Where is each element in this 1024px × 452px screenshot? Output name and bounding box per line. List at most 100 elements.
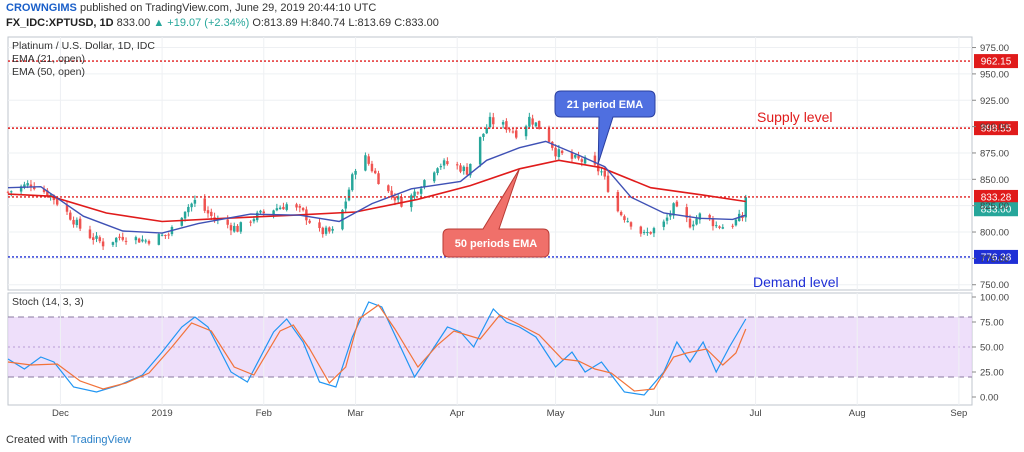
candle-body	[124, 240, 128, 242]
price-tick-label: 975.00	[980, 43, 1009, 54]
candle-body	[272, 210, 275, 215]
candle-body	[69, 212, 72, 220]
candle-body	[226, 219, 229, 225]
candle-body	[29, 184, 33, 187]
price-tick-label: 800.00	[980, 228, 1009, 239]
candle-body	[203, 198, 206, 211]
stoch-lines	[7, 301, 747, 396]
level-price-tag	[974, 121, 1018, 136]
candle-body	[364, 155, 367, 171]
candle-body	[134, 237, 138, 241]
tradingview-logo-text[interactable]: TradingView	[70, 434, 132, 446]
candle-body	[328, 227, 331, 232]
candle-body	[121, 236, 124, 240]
candle-body	[570, 152, 574, 159]
candle-body	[626, 221, 629, 223]
ema-50-line	[7, 159, 746, 223]
candle-body	[101, 241, 105, 247]
candle-body	[423, 180, 426, 188]
candle-body	[583, 157, 587, 164]
price-tick-label: 900.00	[980, 122, 1009, 133]
candle-body	[593, 155, 597, 165]
candle-body	[167, 234, 170, 236]
candle-body	[347, 189, 351, 201]
candle-body	[465, 166, 469, 175]
candle-body	[462, 166, 465, 172]
stoch-tick-label: 50.00	[980, 343, 1004, 354]
candle-body	[137, 238, 141, 243]
candle-body	[603, 170, 606, 177]
candle-body	[252, 219, 256, 222]
candle-body	[318, 222, 321, 229]
candle-body	[557, 149, 561, 157]
candle-body	[662, 221, 666, 227]
candle-body	[439, 166, 443, 168]
candle-body	[282, 206, 285, 210]
candle-body	[331, 228, 334, 231]
candle-body	[144, 240, 147, 242]
candle-body	[210, 211, 213, 216]
price-tick-label: 950.00	[980, 69, 1009, 80]
callout-21-ema-text: 21 period EMA	[567, 99, 643, 111]
legend-ema-21: EMA (21, open)	[12, 53, 85, 65]
candle-body	[351, 174, 354, 191]
candle-body	[308, 220, 311, 223]
candle-body	[180, 217, 184, 226]
candle-body	[442, 160, 446, 166]
ohlc-values: O:813.89 H:840.74 L:813.69 C:833.00	[252, 17, 439, 29]
candle-body	[433, 172, 436, 182]
candle-body	[515, 130, 518, 138]
candle-body	[551, 141, 554, 148]
candle-body	[416, 192, 420, 194]
candle-body	[26, 183, 29, 186]
candle-body	[744, 197, 747, 218]
candle-body	[505, 121, 508, 130]
candle-body	[488, 116, 492, 128]
author-name[interactable]: CROWNGIMS	[6, 2, 77, 14]
candle-body	[111, 242, 115, 245]
candle-body	[560, 150, 564, 154]
candle-body	[665, 217, 669, 221]
candle-body	[482, 133, 485, 137]
candle-body	[652, 228, 656, 234]
candle-body	[734, 219, 738, 226]
last-price-tag	[974, 202, 1018, 217]
candle-body	[649, 232, 652, 234]
candle-body	[698, 213, 702, 220]
candle-body	[95, 235, 98, 239]
time-tick-label: Apr	[450, 408, 465, 419]
candle-body	[616, 192, 620, 212]
candle-body	[436, 168, 439, 174]
candle-body	[324, 227, 328, 234]
candle-body	[301, 207, 305, 211]
candle-body	[367, 156, 370, 164]
time-tick-label: Feb	[256, 408, 272, 419]
candle-body	[419, 188, 423, 194]
candle-body	[455, 164, 459, 166]
last-price: 833.00	[116, 17, 151, 29]
demand-level-label: Demand level	[753, 274, 839, 290]
candle-body	[118, 236, 121, 238]
candle-body	[623, 216, 626, 221]
publish-info: CROWNGIMS published on TradingView.com, …	[6, 2, 376, 14]
candle-body	[72, 219, 75, 225]
candle-body	[531, 118, 534, 125]
candle-body	[672, 203, 675, 216]
candle-body	[708, 215, 711, 218]
candle-body	[695, 218, 698, 225]
candle-body	[262, 211, 265, 214]
candle-body	[55, 198, 59, 205]
candle-body	[298, 206, 302, 208]
stoch-k-line	[7, 301, 747, 396]
candle-body	[675, 201, 679, 207]
candle-body	[187, 206, 190, 213]
candle-body	[715, 225, 718, 227]
candle-body	[285, 204, 288, 210]
stoch-tick-label: 0.00	[980, 393, 999, 404]
candle-body	[393, 196, 397, 201]
callout-50-ema-text: 50 periods EMA	[455, 238, 538, 250]
candle-body	[160, 234, 164, 236]
price-tick-label: 750.00	[980, 280, 1009, 291]
